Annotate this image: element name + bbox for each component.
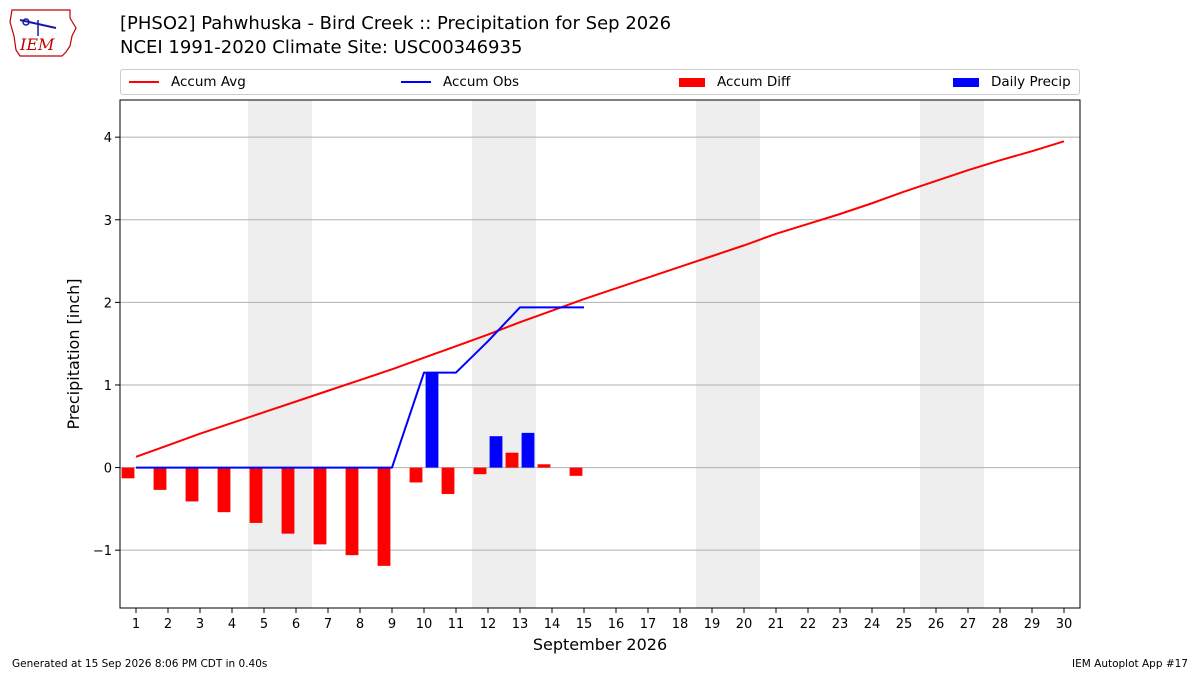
x-tick-label: 3 [196,617,204,632]
x-tick-label: 19 [704,617,721,632]
x-tick-label: 25 [896,617,913,632]
accum-diff-bar [473,467,487,475]
legend-accum-avg: Accum Avg [129,70,246,94]
accum-diff-bar [537,464,551,468]
daily-precip-bar [425,372,439,468]
accum-diff-bar [217,467,231,513]
y-tick-label: 2 [104,296,112,311]
legend-accum-diff-label: Accum Diff [717,74,791,90]
y-tick-label: 1 [104,379,112,394]
legend-daily-precip: Daily Precip [953,70,1071,94]
x-tick-label: 11 [448,617,465,632]
accum-diff-bar [569,467,583,476]
legend-accum-diff-swatch [679,77,705,87]
x-tick-label: 15 [576,617,593,632]
page-title: [PHSO2] Pahwhuska - Bird Creek :: Precip… [120,12,671,60]
x-tick-label: 4 [228,617,236,632]
accum-diff-bar [441,467,455,495]
plot-frame [119,99,1081,609]
accum-diff-bar [505,452,519,468]
accum-diff-bar [121,467,135,479]
x-tick-label: 17 [640,617,657,632]
legend-accum-obs-swatch [401,81,431,83]
x-tick-label: 2 [164,617,172,632]
y-tick-label: −1 [93,544,112,559]
x-tick-label: 14 [544,617,561,632]
weekend-band-1 [248,100,312,608]
lines [135,140,1065,469]
x-tick-label: 28 [992,617,1009,632]
legend-accum-obs-label: Accum Obs [443,74,520,90]
y-axis-label: Precipitation [inch] [64,278,83,429]
app-credit: IEM Autoplot App #17 [1072,658,1188,670]
accum-avg-line [135,140,1065,458]
x-tick-label: 10 [416,617,433,632]
y-tick-label: 3 [104,214,112,229]
x-tick-label: 6 [292,617,300,632]
x-tick-label: 16 [608,617,625,632]
x-tick-label: 18 [672,617,689,632]
weekend-shading [248,100,984,608]
iem-logo: IEM [8,6,78,58]
accum-diff-bar [313,467,327,545]
x-tick-label: 23 [832,617,849,632]
x-axis-label: September 2026 [533,635,667,654]
weekend-band-3 [696,100,760,608]
accum-diff-bar [377,467,391,566]
legend-accum-obs: Accum Obs [401,70,519,94]
x-tick-label: 20 [736,617,753,632]
x-tick-label: 13 [512,617,529,632]
accum-diff-bar [249,467,263,523]
generated-timestamp: Generated at 15 Sep 2026 8:06 PM CDT in … [12,658,268,670]
daily-precip-bar [489,436,503,468]
legend-daily-precip-label: Daily Precip [991,74,1071,90]
legend-accum-avg-label: Accum Avg [171,74,246,90]
x-tick-label: 30 [1056,617,1073,632]
accum-diff-bar [153,467,167,490]
x-tick-label: 7 [324,617,332,632]
legend-accum-avg-swatch [129,81,159,83]
title-line-1: [PHSO2] Pahwhuska - Bird Creek :: Precip… [120,13,672,34]
x-tick-label: 27 [960,617,977,632]
svg-text:IEM: IEM [19,35,55,54]
weekend-band-4 [920,100,984,608]
accum-diff-bar [185,467,199,502]
x-tick-label: 5 [260,617,268,632]
legend-accum-diff: Accum Diff [679,70,790,94]
iowa-map-icon: IEM [9,9,77,57]
accum-diff-bar [409,467,423,483]
accum-diff-bar [281,467,295,534]
x-tick-label: 9 [388,617,396,632]
x-tick-label: 29 [1024,617,1041,632]
y-tick-label: 4 [104,131,112,146]
x-tick-label: 24 [864,617,881,632]
x-tick-label: 21 [768,617,785,632]
bars [121,372,583,566]
x-tick-label: 1 [132,617,140,632]
chart-legend: Accum Avg Accum Obs Accum Diff Daily Pre… [120,69,1080,95]
x-tick-label: 26 [928,617,945,632]
title-line-2: NCEI 1991-2020 Climate Site: USC00346935 [120,37,523,58]
legend-daily-precip-swatch [953,77,979,87]
daily-precip-bar [521,432,535,468]
x-tick-label: 22 [800,617,817,632]
y-tick-label: 0 [104,462,112,477]
weekend-band-2 [472,100,536,608]
x-tick-label: 8 [356,617,364,632]
x-tick-label: 12 [480,617,497,632]
accum-diff-bar [345,467,359,556]
accum-obs-line [136,306,584,469]
